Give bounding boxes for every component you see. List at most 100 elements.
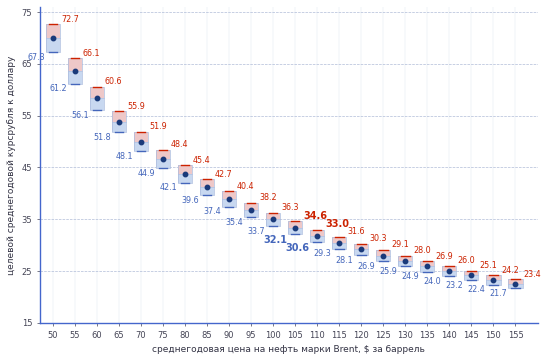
Text: 51.9: 51.9: [149, 122, 167, 131]
Text: 67.3: 67.3: [28, 52, 45, 61]
Text: 30.6: 30.6: [285, 243, 309, 253]
Bar: [464, 270, 478, 280]
Bar: [332, 243, 346, 249]
Text: 38.2: 38.2: [259, 193, 277, 202]
Text: 23.2: 23.2: [446, 281, 464, 290]
Text: 40.4: 40.4: [237, 182, 255, 191]
Bar: [486, 280, 500, 284]
Bar: [156, 159, 170, 168]
Text: 28.0: 28.0: [413, 246, 431, 255]
Text: 33.0: 33.0: [325, 219, 349, 229]
Bar: [200, 179, 214, 195]
Bar: [266, 213, 280, 219]
Text: 26.9: 26.9: [435, 252, 453, 261]
Bar: [134, 132, 148, 151]
Text: 61.2: 61.2: [50, 84, 67, 93]
Text: 25.9: 25.9: [379, 267, 398, 276]
Text: 42.7: 42.7: [215, 170, 233, 179]
Bar: [332, 237, 346, 249]
Text: 56.1: 56.1: [72, 110, 89, 119]
Bar: [222, 191, 236, 207]
Text: 44.9: 44.9: [138, 169, 155, 178]
Text: 29.1: 29.1: [391, 240, 409, 249]
Bar: [178, 165, 192, 183]
Bar: [90, 87, 104, 110]
Bar: [46, 24, 60, 52]
Text: 36.3: 36.3: [281, 203, 299, 212]
Bar: [46, 24, 60, 38]
Bar: [310, 230, 324, 236]
Bar: [442, 271, 456, 276]
Bar: [68, 58, 82, 71]
Bar: [354, 244, 368, 255]
Bar: [332, 237, 346, 243]
Bar: [398, 261, 412, 266]
Text: 55.9: 55.9: [127, 101, 145, 110]
Bar: [376, 250, 390, 256]
Bar: [354, 244, 368, 249]
Bar: [266, 219, 280, 226]
Bar: [178, 174, 192, 183]
Bar: [90, 98, 104, 110]
Bar: [266, 213, 280, 226]
Bar: [420, 266, 434, 271]
Bar: [442, 266, 456, 271]
Text: 26.0: 26.0: [458, 256, 475, 265]
Bar: [156, 150, 170, 159]
Text: 28.1: 28.1: [336, 256, 354, 265]
Text: 33.7: 33.7: [248, 227, 265, 235]
Text: 26.9: 26.9: [358, 262, 376, 271]
Bar: [200, 179, 214, 187]
Bar: [376, 256, 390, 261]
Bar: [244, 203, 258, 210]
Text: 24.9: 24.9: [402, 272, 420, 281]
Bar: [486, 275, 500, 280]
Bar: [508, 279, 522, 288]
Bar: [156, 150, 170, 168]
Bar: [90, 87, 104, 98]
Text: 35.4: 35.4: [226, 218, 243, 227]
Text: 37.4: 37.4: [204, 207, 221, 216]
Bar: [420, 261, 434, 266]
Bar: [178, 165, 192, 174]
Text: 39.6: 39.6: [182, 196, 199, 205]
Text: 72.7: 72.7: [61, 14, 79, 23]
Text: 48.4: 48.4: [171, 140, 189, 149]
Text: 29.3: 29.3: [314, 249, 331, 258]
Bar: [244, 210, 258, 217]
Bar: [442, 266, 456, 276]
Bar: [398, 256, 412, 266]
Text: 32.1: 32.1: [263, 235, 287, 245]
Bar: [112, 111, 126, 122]
Text: 48.1: 48.1: [116, 152, 133, 161]
Text: 42.1: 42.1: [160, 183, 177, 192]
Text: 34.6: 34.6: [303, 211, 327, 221]
Text: 23.4: 23.4: [524, 270, 541, 279]
Bar: [288, 228, 302, 234]
Bar: [222, 191, 236, 199]
Bar: [68, 71, 82, 84]
Bar: [354, 249, 368, 255]
Y-axis label: целевой среднегодовой курсрубля к доллару: целевой среднегодовой курсрубля к доллар…: [7, 55, 16, 275]
Text: 45.4: 45.4: [193, 156, 211, 165]
Bar: [288, 221, 302, 228]
Bar: [310, 230, 324, 242]
Bar: [46, 38, 60, 52]
Bar: [200, 187, 214, 195]
Bar: [134, 132, 148, 142]
Bar: [376, 250, 390, 261]
X-axis label: среднегодовая цена на нефть марки Brent, $ за баррель: среднегодовая цена на нефть марки Brent,…: [152, 345, 425, 354]
Text: 24.2: 24.2: [502, 266, 519, 275]
Bar: [420, 261, 434, 271]
Text: 51.8: 51.8: [94, 133, 111, 142]
Text: 30.3: 30.3: [369, 234, 387, 243]
Bar: [464, 270, 478, 275]
Text: 25.1: 25.1: [480, 261, 497, 270]
Bar: [288, 221, 302, 234]
Bar: [508, 284, 522, 288]
Bar: [112, 111, 126, 132]
Bar: [310, 236, 324, 242]
Bar: [68, 58, 82, 84]
Bar: [464, 275, 478, 280]
Bar: [486, 275, 500, 284]
